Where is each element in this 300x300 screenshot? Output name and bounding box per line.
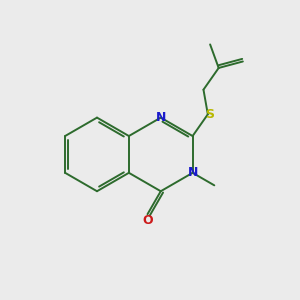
Text: O: O xyxy=(142,214,153,226)
Text: N: N xyxy=(156,111,166,124)
Text: S: S xyxy=(206,108,214,121)
Text: N: N xyxy=(188,166,198,179)
